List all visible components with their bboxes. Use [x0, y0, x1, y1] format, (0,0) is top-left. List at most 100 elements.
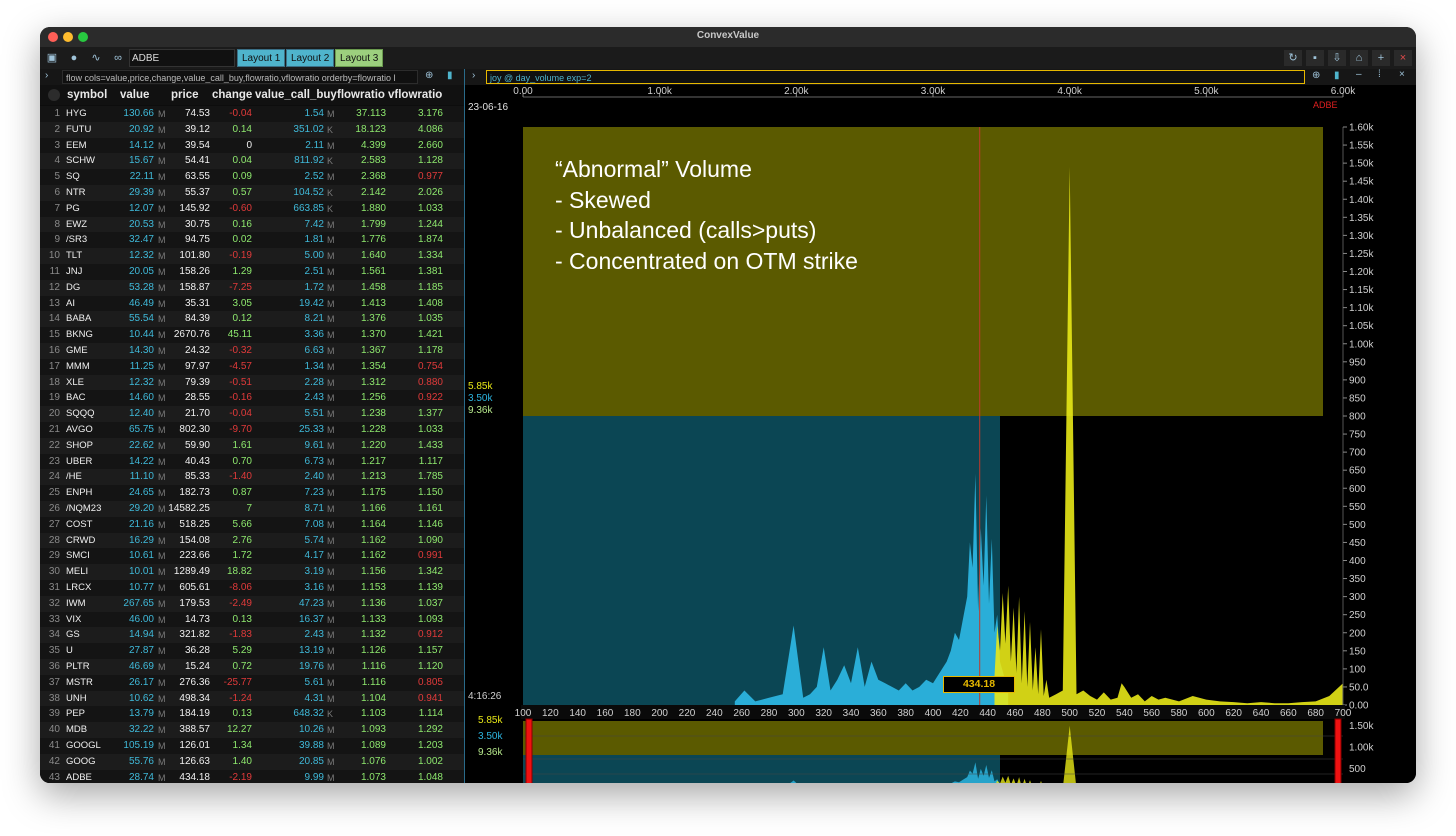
symbol-cell: CRWD: [66, 534, 96, 546]
x-axis-label: 480: [1034, 708, 1051, 719]
left-command-input[interactable]: flow cols=value,price,change,value_call_…: [62, 70, 418, 84]
table-row[interactable]: 7 PG 12.07 M 145.92 -0.60 663.85 K 1.880 1.033: [40, 200, 464, 217]
value-call-buy-unit: M: [327, 361, 335, 372]
ticker-input[interactable]: ADBE: [129, 49, 235, 67]
col-value[interactable]: value: [120, 89, 150, 101]
table-row[interactable]: 19 BAC 14.60 M 28.55 -0.16 2.43 M 1.256 0.922: [40, 390, 464, 407]
chevron-right-icon[interactable]: ›: [472, 70, 476, 81]
range-handle-right[interactable]: [1334, 718, 1342, 783]
save-icon[interactable]: ▪: [1306, 50, 1324, 66]
split-icon[interactable]: ⁞: [1378, 69, 1381, 80]
table-row[interactable]: 24/HE 11.10 M 85.33 -1.40 2.40 M 1.213 1.785: [40, 469, 464, 486]
price-cell: 388.57: [179, 724, 210, 736]
col-flowratio[interactable]: flowratio: [337, 89, 385, 101]
table-row[interactable]: 17 MMM 11.25 M 97.97 -4.57 1.34 M 1.354 0.754: [40, 358, 464, 375]
x-axis-label: 260: [733, 708, 750, 719]
bookmark-icon[interactable]: ▮: [447, 70, 453, 81]
table-row[interactable]: 31 LRCX 10.77 M 605.61 -8.06 3.16 M 1.153 1.139: [40, 580, 464, 596]
table-row[interactable]: 28 CRWD 16.29 M 154.08 2.76 5.74 M 1.162 1.090: [40, 532, 464, 549]
symbol-cell: BABA: [66, 313, 92, 325]
table-row[interactable]: 37 MSTR 26.17 M 276.36 -25.77 5.61 M 1.116 0.805: [40, 674, 464, 691]
link-icon[interactable]: ∞: [114, 52, 122, 64]
table-row[interactable]: 38 UNH 10.62 M 498.34 -1.24 4.31 M 1.104 0.941: [40, 690, 464, 707]
target-icon[interactable]: ⊕: [425, 70, 434, 81]
refresh-icon[interactable]: ↻: [1284, 50, 1302, 66]
zoom-window-button[interactable]: [78, 32, 88, 42]
table-row[interactable]: 40 MDB 32.22 M 388.57 12.27 10.26 M 1.093 1.292: [40, 722, 464, 738]
table-row[interactable]: 11 JNJ 20.05 M 158.26 1.29 2.51 M 1.561 1.381: [40, 264, 464, 280]
table-row[interactable]: 33 VIX 46.00 M 14.73 0.13 16.37 M 1.133 1.093: [40, 611, 464, 628]
table-row[interactable]: 15 BKNG 10.44 M 2670.76 45.11 3.36 M 1.370 1.421: [40, 327, 464, 343]
add-icon[interactable]: +: [1372, 50, 1390, 66]
change-cell: -0.60: [229, 202, 252, 214]
col-change[interactable]: change: [212, 89, 253, 101]
price-cell: 2670.76: [173, 329, 210, 341]
download-icon[interactable]: ⇩: [1328, 50, 1346, 66]
table-row[interactable]: 21 AVGO 65.75 M 802.30 -9.70 25.33 M 1.228 1.033: [40, 422, 464, 438]
x-axis-label: 600: [1198, 708, 1215, 719]
layout-1-button[interactable]: Layout 1: [237, 49, 286, 67]
col-price[interactable]: price: [171, 89, 199, 101]
table-row[interactable]: 36 PLTR 46.69 M 15.24 0.72 19.76 M 1.116 1.120: [40, 659, 464, 675]
bookmark-icon[interactable]: ▮: [1334, 70, 1340, 81]
table-row[interactable]: 41 GOOGL 105.19 M 126.01 1.34 39.88 M 1.089 1.203: [40, 738, 464, 754]
table-row[interactable]: 34 GS 14.94 M 321.82 -1.83 2.43 M 1.132 0.912: [40, 627, 464, 644]
sidebar-toggle-icon[interactable]: ▣: [46, 52, 58, 64]
table-row[interactable]: 26/NQM23 29.20 M 14582.25 7 8.71 M 1.166 1.161: [40, 501, 464, 517]
range-handle-left[interactable]: [525, 718, 533, 783]
info-icon[interactable]: ●: [70, 52, 78, 64]
value-call-buy-cell: 2.43: [304, 629, 324, 641]
col-value-call-buy[interactable]: value_call_buy: [255, 89, 337, 101]
table-row[interactable]: 23 UBER 14.22 M 40.43 0.70 6.73 M 1.217 1.117: [40, 453, 464, 470]
table-row[interactable]: 6 NTR 29.39 M 55.37 0.57 104.52 K 2.142 2.026: [40, 185, 464, 201]
table-row[interactable]: 22 SHOP 22.62 M 59.90 1.61 9.61 M 1.220 1.433: [40, 437, 464, 454]
select-all-icon[interactable]: [48, 89, 60, 101]
table-row[interactable]: 10 TLT 12.32 M 101.80 -0.19 5.00 M 1.640 1.334: [40, 248, 464, 264]
close-window-button[interactable]: [48, 32, 58, 42]
table-row[interactable]: 20 SQQQ 12.40 M 21.70 -0.04 5.51 M 1.238 1.377: [40, 406, 464, 422]
table-row[interactable]: 14 BABA 55.54 M 84.39 0.12 8.21 M 1.376 1.035: [40, 311, 464, 328]
close-panel-icon[interactable]: ×: [1399, 69, 1405, 80]
table-row[interactable]: 2 FUTU 20.92 M 39.12 0.14 351.02 K 18.123 4.086: [40, 121, 464, 138]
panel-divider[interactable]: [464, 69, 465, 783]
home-icon[interactable]: ⌂: [1350, 50, 1368, 66]
table-row[interactable]: 35 U 27.87 M 36.28 5.29 13.19 M 1.126 1.157: [40, 643, 464, 659]
table-row[interactable]: 39 PEP 13.79 M 184.19 0.13 648.32 K 1.103 1.114: [40, 706, 464, 723]
table-row[interactable]: 25 ENPH 24.65 M 182.73 0.87 7.23 M 1.175 1.150: [40, 485, 464, 501]
table-row[interactable]: 9/SR3 32.47 M 94.75 0.02 1.81 M 1.776 1.874: [40, 232, 464, 249]
table-row[interactable]: 16 GME 14.30 M 24.32 -0.32 6.63 M 1.367 1.178: [40, 343, 464, 359]
activity-icon[interactable]: ∿: [91, 52, 101, 64]
table-row[interactable]: 12 DG 53.28 M 158.87 -7.25 1.72 M 1.458 1.185: [40, 279, 464, 296]
table-row[interactable]: 13 AI 46.49 M 35.31 3.05 19.42 M 1.413 1.408: [40, 295, 464, 312]
table-row[interactable]: 27 COST 21.16 M 518.25 5.66 7.08 M 1.164 1.146: [40, 516, 464, 533]
minimize-window-button[interactable]: [63, 32, 73, 42]
value-cell: 55.54: [128, 313, 154, 325]
table-row[interactable]: 43 ADBE 28.74 M 434.18 -2.19 9.99 M 1.073 1.048: [40, 769, 464, 783]
chevron-right-icon[interactable]: ›: [45, 70, 49, 81]
table-row[interactable]: 18 XLE 12.32 M 79.39 -0.51 2.28 M 1.312 0.880: [40, 374, 464, 391]
table-row[interactable]: 8 EWZ 20.53 M 30.75 0.16 7.42 M 1.799 1.244: [40, 216, 464, 233]
table-row[interactable]: 1 HYG 130.66 M 74.53 -0.04 1.54 M 37.113 3.176: [40, 106, 464, 122]
col-vflowratio[interactable]: vflowratio: [388, 89, 443, 101]
col-symbol[interactable]: symbol: [67, 89, 108, 101]
value-call-buy-unit: M: [327, 456, 335, 467]
layout-2-button[interactable]: Layout 2: [286, 49, 335, 67]
table-row[interactable]: 4 SCHW 15.67 M 54.41 0.04 811.92 K 2.583 1.128: [40, 153, 464, 170]
table-row[interactable]: 3 EEM 14.12 M 39.54 0 2.11 M 4.399 2.660: [40, 137, 464, 154]
row-index: 15: [48, 329, 60, 341]
table-row[interactable]: 42 GOOG 55.76 M 126.63 1.40 20.85 M 1.076 1.002: [40, 753, 464, 770]
x-axis-label: 620: [1225, 708, 1242, 719]
table-row[interactable]: 32 IWM 267.65 M 179.53 -2.49 47.23 M 1.136 1.037: [40, 595, 464, 612]
value-call-buy-unit: M: [327, 267, 335, 277]
table-row[interactable]: 29 SMCI 10.61 M 223.66 1.72 4.17 M 1.162 0.991: [40, 548, 464, 565]
layout-3-button[interactable]: Layout 3: [335, 49, 384, 67]
close-icon[interactable]: ×: [1394, 50, 1412, 66]
table-row[interactable]: 30 MELI 10.01 M 1289.49 18.82 3.19 M 1.156 1.342: [40, 564, 464, 580]
right-command-input[interactable]: joy @ day_volume exp=2: [486, 70, 1305, 84]
value-unit: M: [158, 504, 166, 514]
vflowratio-cell: 1.342: [417, 566, 443, 578]
table-row[interactable]: 5 SQ 22.11 M 63.55 0.09 2.52 M 2.368 0.977: [40, 169, 464, 185]
symbol-cell: GOOG: [66, 755, 96, 767]
target-icon[interactable]: ⊕: [1312, 70, 1321, 81]
minimize-panel-icon[interactable]: –: [1356, 69, 1362, 80]
